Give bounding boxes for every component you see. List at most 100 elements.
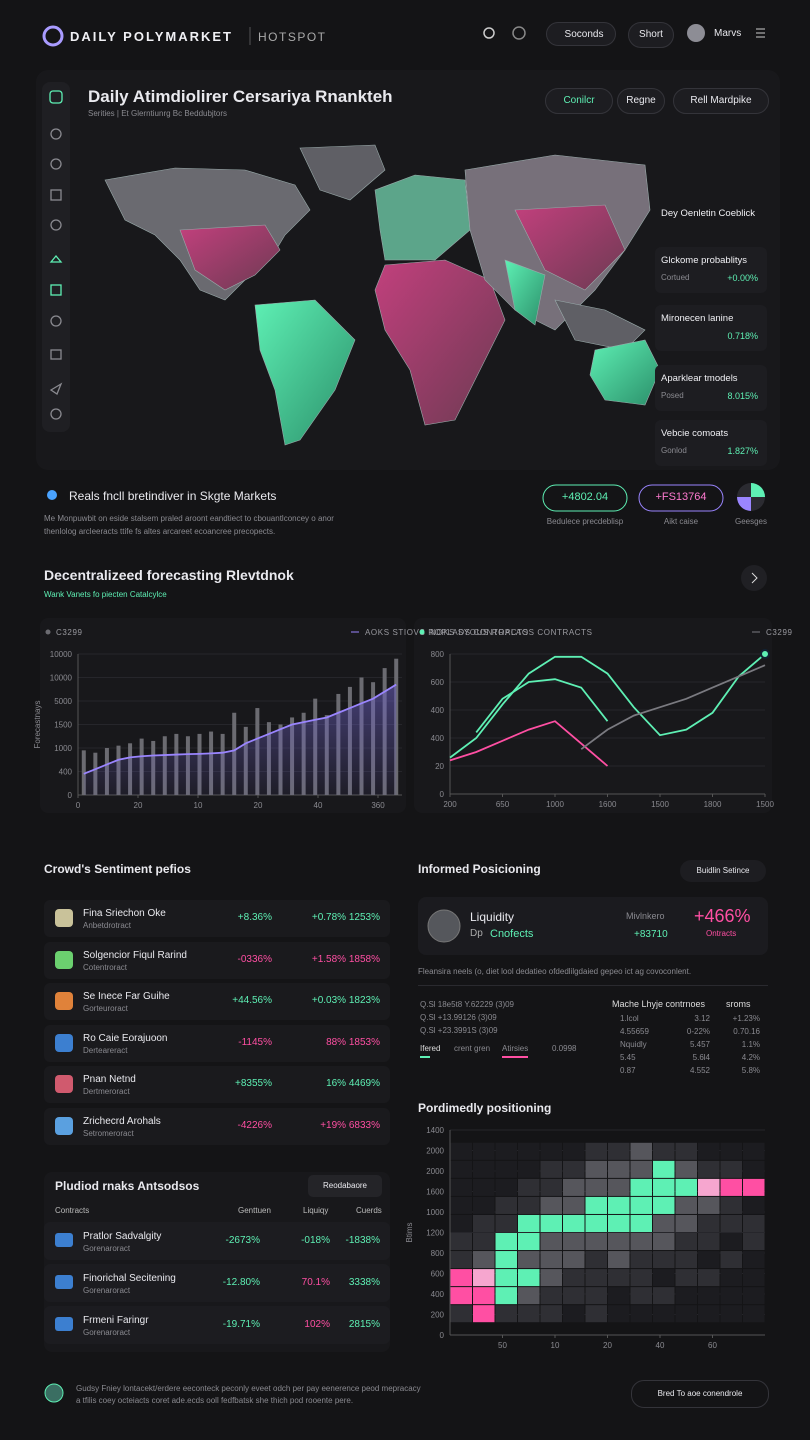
heat-cell [675, 1305, 697, 1323]
y-tick-label: 400 [59, 768, 73, 777]
heat-cell [473, 1196, 495, 1214]
heat-cell [720, 1196, 742, 1214]
heat-cell [473, 1287, 495, 1305]
heat-cell [585, 1160, 607, 1178]
heat-cell [698, 1233, 720, 1251]
legend-item: crent gren [454, 1044, 491, 1053]
heat-cell [450, 1214, 472, 1232]
hero-action[interactable]: Regne [617, 88, 665, 114]
row-sub: Gorteuroract [83, 1004, 128, 1013]
table-header: Cuerds [356, 1206, 382, 1215]
x-tick-label: 1000 [546, 800, 564, 809]
card-label: Cortued [661, 273, 690, 282]
row-sub: Derteareract [83, 1045, 128, 1055]
y-tick-label: 1400 [426, 1126, 444, 1135]
row-icon [55, 1317, 73, 1331]
search-icon[interactable] [483, 27, 495, 39]
x-tick-label: 40 [656, 1341, 665, 1350]
world-map [104, 144, 661, 446]
heat-cell [653, 1214, 675, 1232]
legend-label: C3299 [766, 628, 793, 637]
heat-cell [585, 1233, 607, 1251]
heat-cell [540, 1269, 562, 1287]
alert-icon[interactable] [512, 26, 526, 40]
heat-cell [720, 1233, 742, 1251]
heat-cell [698, 1269, 720, 1287]
gauge-part [737, 497, 751, 511]
user-name[interactable]: Marvs [714, 28, 742, 39]
card-unit: Ontracts [706, 929, 737, 938]
heat-cell [720, 1160, 742, 1178]
list-row [44, 941, 390, 979]
row-icon [55, 1033, 73, 1052]
summary-text: Me Monpuwbit on eside stalsem praled aro… [44, 514, 334, 523]
side-card [655, 305, 767, 351]
summary-title: Reals fncll bretindiver in Skgte Markets [69, 489, 277, 503]
section-subtitle: Wank Vanets fo piecten Catalcylce [44, 590, 167, 599]
heat-cell [563, 1305, 585, 1323]
row-sub: Cotentroract [83, 962, 128, 972]
heat-cell [563, 1142, 585, 1160]
heat-cell [495, 1233, 517, 1251]
heat-cell [518, 1178, 540, 1196]
next-button[interactable] [741, 565, 767, 591]
brand: DAILY POLYMARKET [70, 29, 233, 44]
heat-cell [698, 1305, 720, 1323]
heat-cell [608, 1142, 630, 1160]
y-tick-label: 2000 [426, 1167, 444, 1176]
footer-button[interactable]: Bred To aoe conendrole [631, 1380, 769, 1408]
info-cell: +1.23% [732, 1014, 760, 1023]
avatar[interactable] [687, 24, 705, 42]
heat-cell [720, 1305, 742, 1323]
x-tick-label: 1500 [651, 800, 669, 809]
row-stats: +0.78% 1253% [311, 912, 380, 923]
heat-cell [585, 1142, 607, 1160]
card-title: Dey Oenletin Coeblick [661, 208, 755, 219]
section-button[interactable]: Buidlin Setince [680, 860, 766, 882]
table-button[interactable]: Reodabaore [308, 1175, 382, 1197]
heat-cell [675, 1178, 697, 1196]
heat-cell [630, 1269, 652, 1287]
stat-pill [638, 484, 724, 512]
info-cell: 0.87 [620, 1066, 636, 1075]
y-tick-label: 1000 [54, 744, 72, 753]
heat-cell [630, 1251, 652, 1269]
heat-cell [450, 1251, 472, 1269]
row-sub: Gorenaroract [83, 1244, 131, 1253]
header-button[interactable]: Soconds [546, 22, 616, 46]
line [449, 653, 766, 759]
row-sub: Gorenaroract [83, 1286, 131, 1295]
row-sub: Gorenaroract [83, 1328, 131, 1337]
table-cell: -12.80% [222, 1277, 260, 1288]
heat-cell [450, 1160, 472, 1178]
row-icon [55, 909, 73, 927]
card-title: Mironecen lanine [661, 313, 734, 324]
heat-cell [585, 1214, 607, 1232]
heat-cell [675, 1142, 697, 1160]
header-button[interactable]: Short [628, 22, 674, 48]
menu-icon[interactable] [756, 28, 765, 38]
heat-cell [720, 1214, 742, 1232]
heat-cell [653, 1178, 675, 1196]
y-tick-label: 2000 [426, 1147, 444, 1156]
heat-cell [540, 1160, 562, 1178]
hero-action[interactable]: Rell Mardpike [673, 88, 769, 114]
heat-cell [720, 1269, 742, 1287]
heat-cell [630, 1233, 652, 1251]
legend-item: Atirsies [502, 1044, 529, 1053]
heat-cell [518, 1160, 540, 1178]
heat-cell [495, 1196, 517, 1214]
heat-cell [698, 1160, 720, 1178]
row-icon [55, 1233, 73, 1247]
side-card [655, 247, 767, 293]
x-tick-label: 1500 [756, 800, 774, 809]
y-tick-label: 1600 [426, 1188, 444, 1197]
heat-cell [518, 1269, 540, 1287]
info-head: Mache Lhyje contrnoes [612, 999, 706, 1009]
x-tick-label: 0 [76, 801, 81, 810]
x-tick-label: 20 [254, 801, 263, 810]
hero-action[interactable]: Conilcr [545, 88, 613, 114]
heat-cell [540, 1142, 562, 1160]
row-change: -0336% [237, 953, 272, 965]
list-row [44, 900, 390, 937]
